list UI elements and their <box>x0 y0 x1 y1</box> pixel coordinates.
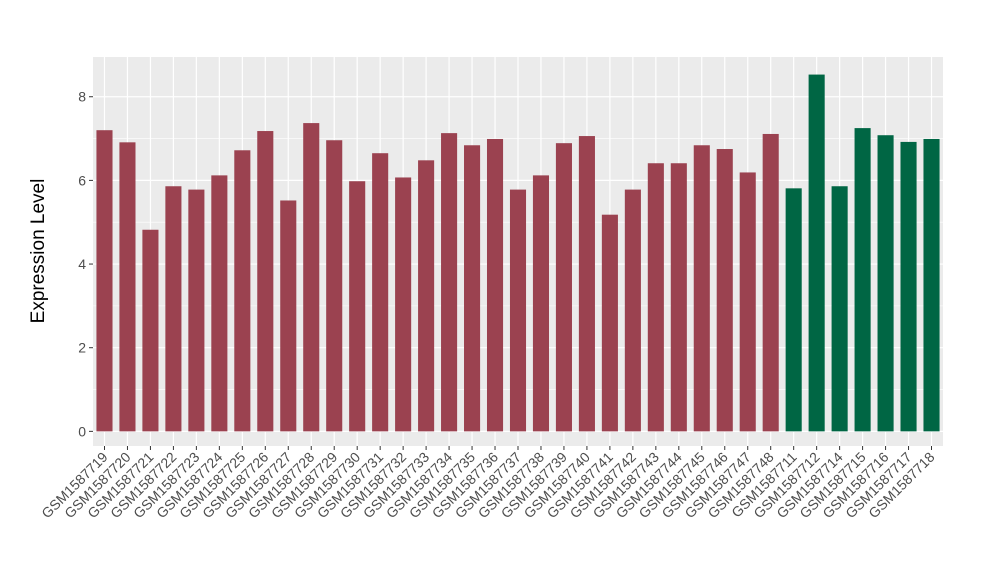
bar <box>464 145 481 432</box>
bar <box>532 175 550 432</box>
bar <box>188 189 205 432</box>
y-axis-label: Expression Level <box>28 179 49 324</box>
bar <box>486 138 504 432</box>
bar <box>280 200 297 432</box>
bar <box>418 160 435 432</box>
y-tick-label: 8 <box>78 89 86 105</box>
bar <box>808 74 825 432</box>
bar <box>877 135 894 432</box>
bar <box>693 145 710 432</box>
bar <box>854 128 871 432</box>
bar <box>923 138 940 432</box>
bar <box>900 141 917 432</box>
bar <box>395 177 412 432</box>
bar <box>257 131 274 432</box>
bar <box>647 163 664 432</box>
bar <box>831 186 848 432</box>
bar <box>372 153 389 432</box>
y-tick-label: 2 <box>78 340 86 356</box>
bar <box>555 143 572 432</box>
y-tick-label: 0 <box>78 423 86 439</box>
bar <box>739 172 756 432</box>
bar <box>96 130 113 432</box>
bar <box>601 214 618 432</box>
bar <box>165 186 182 432</box>
bar <box>211 175 228 432</box>
bar <box>326 140 343 432</box>
y-tick-label: 6 <box>78 172 86 188</box>
bar <box>785 188 802 432</box>
bar <box>716 149 733 432</box>
bar <box>624 189 641 432</box>
bar <box>303 123 320 432</box>
bar <box>234 150 251 432</box>
bar <box>441 133 458 432</box>
bar <box>142 229 159 432</box>
bar <box>349 181 366 432</box>
bar <box>578 136 595 432</box>
y-tick-label: 4 <box>78 256 86 272</box>
bar <box>509 189 527 432</box>
bar <box>762 133 779 432</box>
bar <box>670 163 687 432</box>
bar <box>119 142 136 432</box>
